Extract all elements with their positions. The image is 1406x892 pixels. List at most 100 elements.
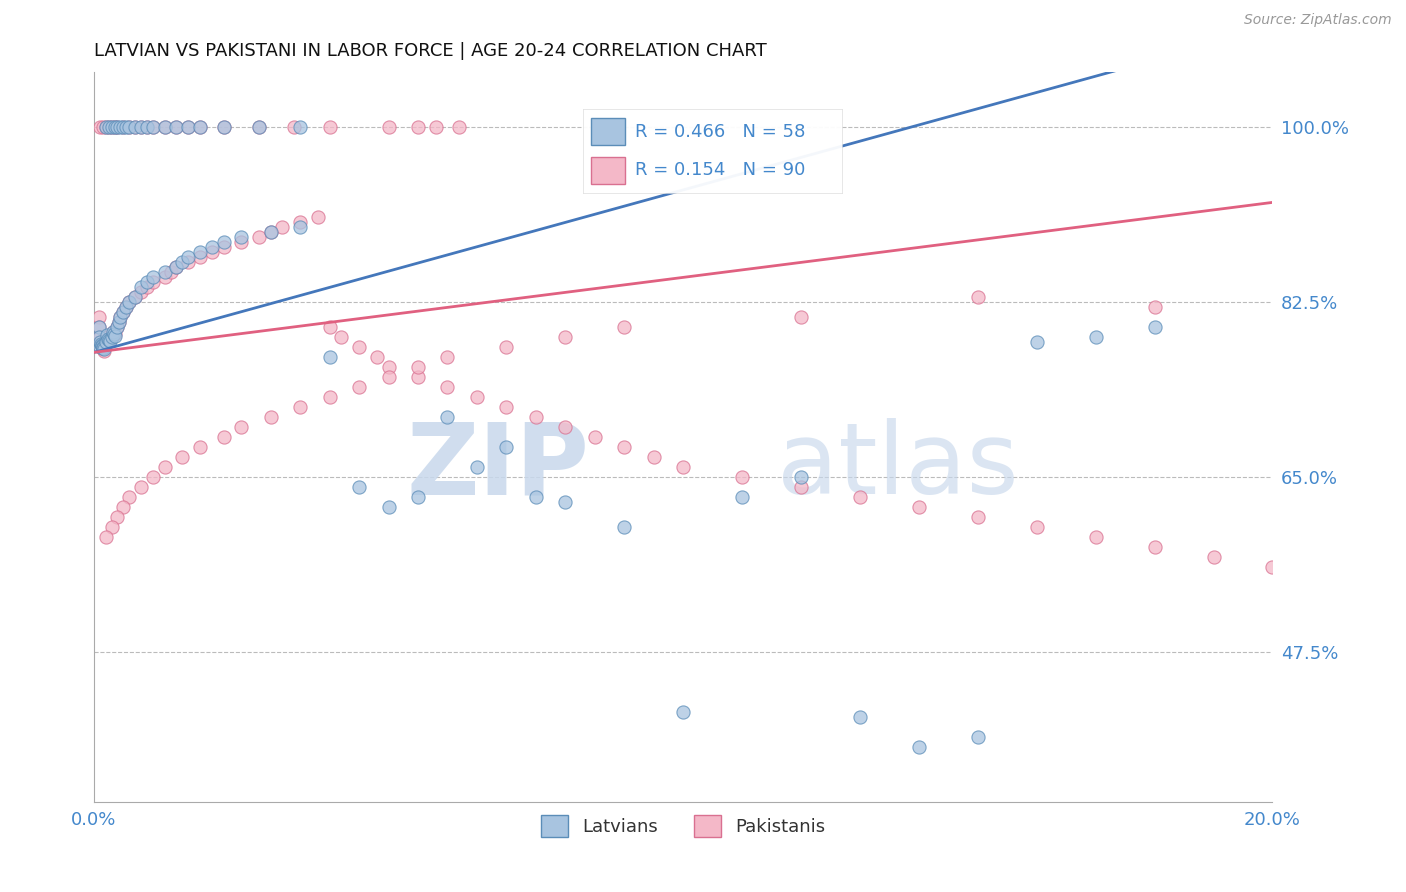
Point: [107, 120, 129, 135]
Point: [406, 491, 429, 505]
Point: [129, 120, 152, 135]
Point: [643, 450, 665, 465]
Point: [110, 310, 132, 325]
Point: [115, 120, 138, 135]
Point: [908, 500, 931, 515]
Point: [91, 340, 114, 354]
Point: [118, 295, 141, 310]
Point: [124, 290, 146, 304]
Point: [90, 337, 112, 351]
Point: [465, 460, 488, 475]
Point: [153, 120, 176, 135]
Point: [231, 235, 253, 250]
Point: [212, 120, 235, 135]
Point: [101, 326, 124, 340]
Point: [672, 706, 695, 720]
Point: [91, 120, 114, 135]
Point: [97, 334, 120, 348]
Point: [849, 710, 872, 724]
Point: [112, 500, 135, 515]
Point: [93, 344, 115, 359]
Point: [966, 731, 988, 745]
Point: [188, 441, 211, 455]
Point: [495, 340, 517, 354]
Point: [97, 332, 120, 346]
Point: [103, 327, 125, 342]
Point: [96, 330, 118, 344]
Point: [849, 491, 872, 505]
Point: [212, 240, 235, 254]
Point: [1143, 320, 1166, 334]
Point: [100, 120, 122, 135]
Point: [188, 120, 211, 135]
Point: [94, 120, 117, 135]
Point: [377, 360, 399, 375]
Point: [966, 510, 988, 524]
Point: [260, 226, 283, 240]
Point: [436, 410, 458, 425]
Point: [188, 245, 211, 260]
Point: [347, 480, 370, 494]
Point: [90, 337, 112, 351]
Point: [124, 120, 146, 135]
Point: [524, 410, 547, 425]
Point: [554, 495, 576, 509]
Text: LATVIAN VS PAKISTANI IN LABOR FORCE | AGE 20-24 CORRELATION CHART: LATVIAN VS PAKISTANI IN LABOR FORCE | AG…: [94, 42, 766, 60]
Point: [554, 330, 576, 344]
Point: [91, 342, 114, 356]
Point: [790, 480, 813, 494]
Point: [115, 301, 138, 315]
Point: [89, 330, 111, 344]
Point: [288, 120, 311, 135]
Point: [495, 401, 517, 415]
Point: [100, 330, 122, 344]
Point: [436, 380, 458, 394]
Point: [94, 335, 117, 350]
Legend: Latvians, Pakistanis: Latvians, Pakistanis: [533, 808, 832, 845]
Point: [118, 120, 141, 135]
Point: [318, 320, 340, 334]
Point: [406, 370, 429, 384]
Point: [366, 351, 388, 365]
Point: [101, 326, 124, 340]
Point: [790, 470, 813, 484]
Point: [283, 120, 305, 135]
Point: [110, 310, 132, 325]
Point: [97, 120, 120, 135]
Point: [188, 251, 211, 265]
Point: [89, 330, 111, 344]
Point: [212, 430, 235, 444]
Point: [790, 310, 813, 325]
Point: [91, 339, 114, 353]
Point: [177, 120, 200, 135]
Point: [288, 220, 311, 235]
Point: [247, 230, 270, 244]
Point: [98, 334, 121, 349]
Point: [136, 120, 159, 135]
Point: [107, 315, 129, 329]
Point: [90, 338, 112, 352]
Point: [94, 530, 117, 544]
Point: [318, 351, 340, 365]
Point: [94, 120, 117, 135]
Point: [103, 120, 125, 135]
Point: [93, 343, 115, 357]
Point: [129, 280, 152, 294]
Point: [91, 340, 114, 354]
Point: [172, 255, 194, 269]
Point: [153, 120, 176, 135]
Point: [97, 332, 120, 346]
Point: [1143, 301, 1166, 315]
Point: [177, 255, 200, 269]
Point: [1202, 550, 1225, 565]
Point: [731, 470, 754, 484]
Point: [118, 491, 141, 505]
Point: [89, 335, 111, 350]
Point: [159, 265, 181, 279]
Point: [318, 120, 340, 135]
Point: [201, 240, 224, 254]
Point: [107, 510, 129, 524]
Point: [112, 305, 135, 319]
Point: [1261, 560, 1284, 574]
Point: [89, 340, 111, 354]
